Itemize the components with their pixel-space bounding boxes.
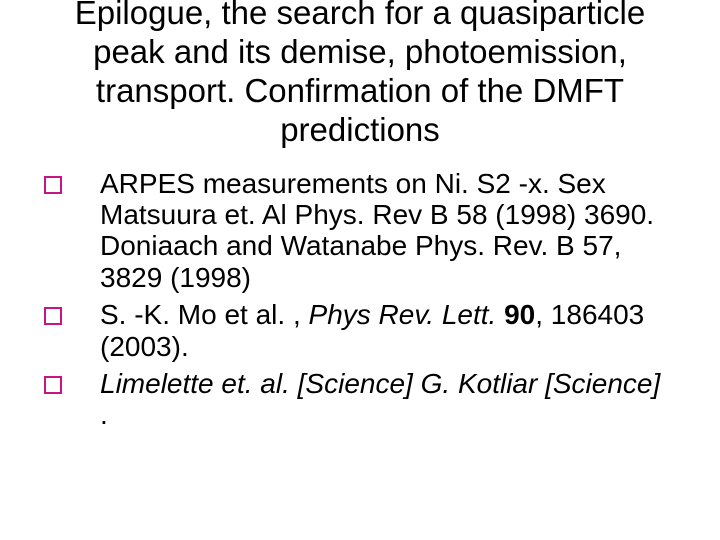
bullet-square-icon [44, 176, 62, 194]
text-segment: . [100, 399, 108, 430]
list-item-text: Limelette et. al. [Science] G. Kotliar [… [100, 368, 684, 431]
list-item-text: ARPES measurements on Ni. S2 -x. Sex Mat… [100, 168, 684, 293]
list-item: ARPES measurements on Ni. S2 -x. Sex Mat… [36, 168, 684, 293]
list-item-text: S. -K. Mo et al. , Phys Rev. Lett. 90, 1… [100, 299, 684, 362]
text-segment: 90 [504, 299, 535, 330]
list-item: Limelette et. al. [Science] G. Kotliar [… [36, 368, 684, 431]
bullet-square-icon [44, 376, 62, 394]
slide-title: Epilogue, the search for a quasiparticle… [30, 0, 690, 168]
text-segment: Limelette et. al. [Science] G. Kotliar [… [100, 368, 660, 399]
text-segment: S. -K. Mo et al. , [100, 299, 309, 330]
text-segment: ARPES measurements on Ni. S2 -x. Sex Mat… [100, 168, 654, 293]
bullet-square-icon [44, 307, 62, 325]
slide-body: ARPES measurements on Ni. S2 -x. Sex Mat… [30, 168, 690, 431]
slide: Epilogue, the search for a quasiparticle… [0, 0, 720, 534]
text-segment: Phys Rev. Lett. [309, 299, 505, 330]
list-item: S. -K. Mo et al. , Phys Rev. Lett. 90, 1… [36, 299, 684, 362]
